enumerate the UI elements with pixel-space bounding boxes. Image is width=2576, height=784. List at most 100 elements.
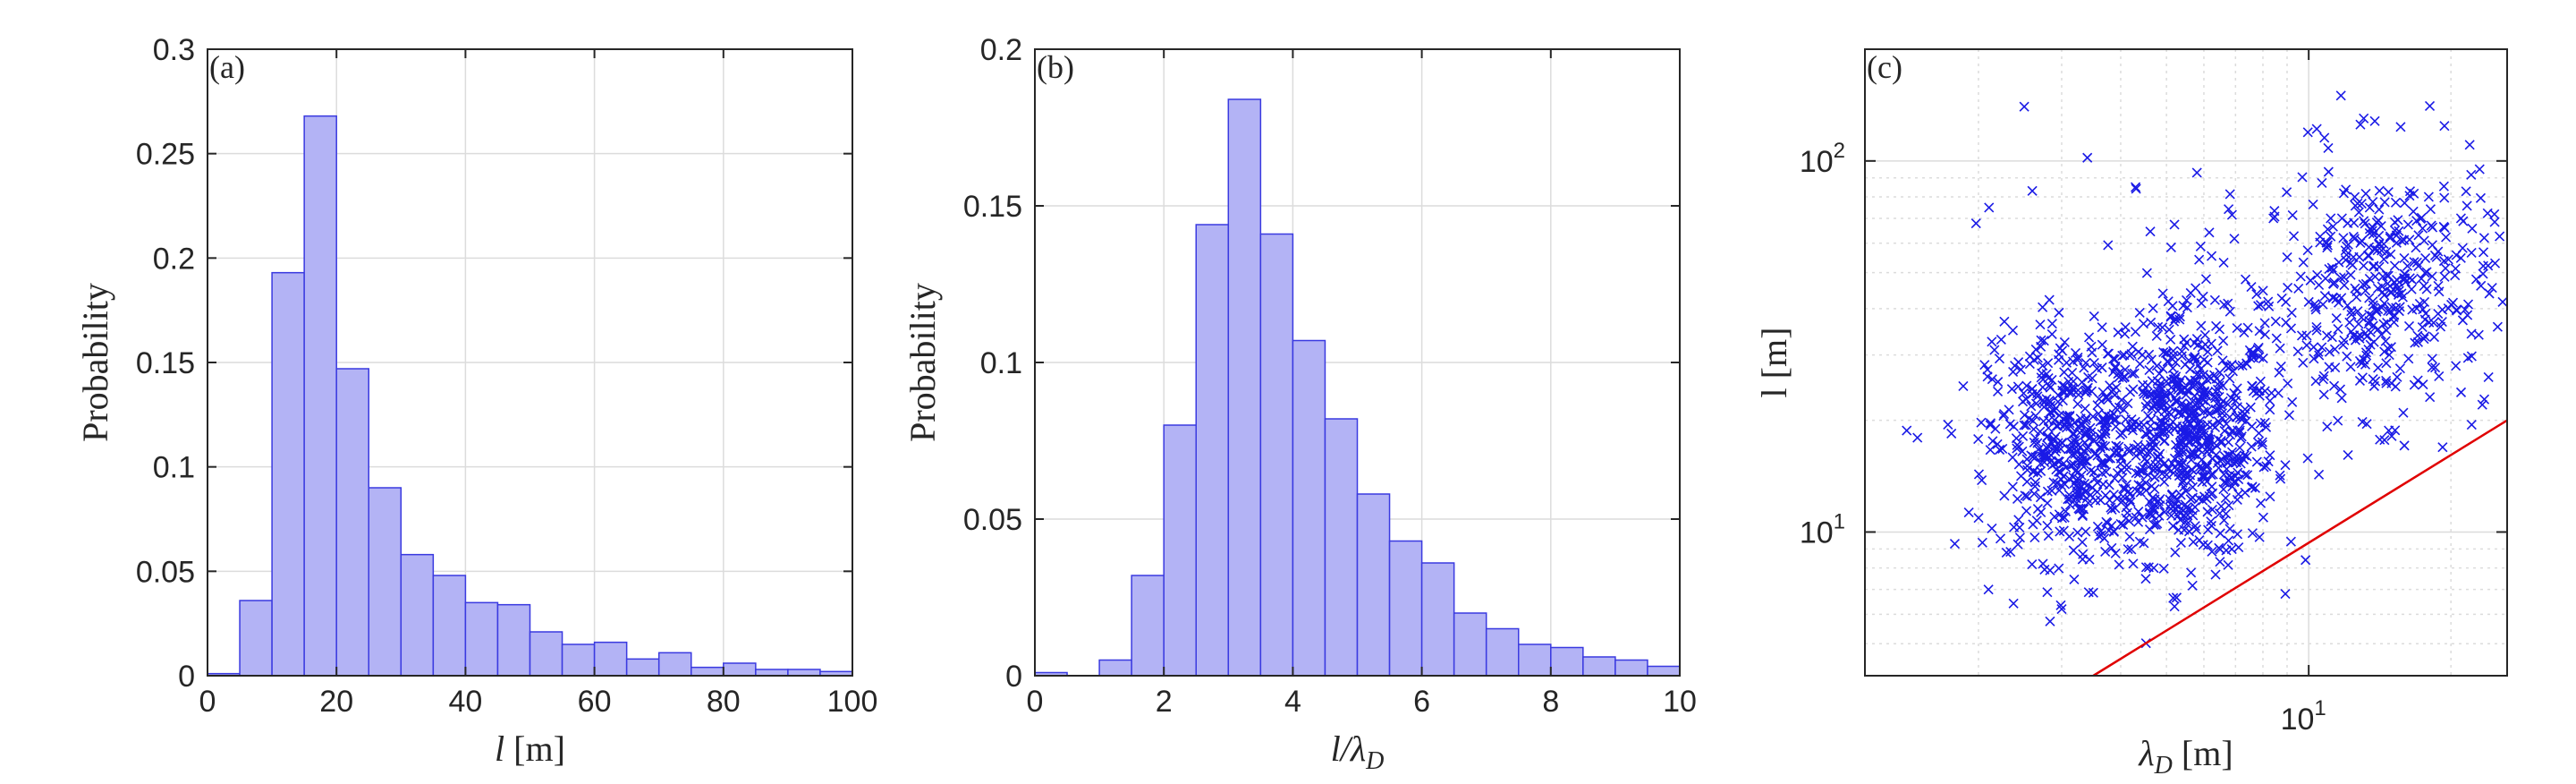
scatter-point <box>2015 471 2027 481</box>
scatter-point-stroke <box>2209 294 2220 305</box>
scatter-point-stroke <box>2035 492 2046 503</box>
scatter-point-stroke <box>2167 489 2178 499</box>
scatter-point <box>2159 476 2170 488</box>
scatter-point <box>2271 333 2282 344</box>
histogram-bar <box>335 368 370 677</box>
scatter-point <box>2028 451 2038 462</box>
scatter-point <box>2388 311 2399 322</box>
scatter-point <box>2099 533 2110 544</box>
scatter-point <box>2004 405 2014 415</box>
scatter-point-stroke <box>2345 269 2356 280</box>
scatter-point <box>2170 357 2181 368</box>
scatter-point <box>2181 516 2191 526</box>
scatter-point <box>2314 279 2325 291</box>
scatter-point <box>2259 318 2270 328</box>
histogram-bar <box>723 662 757 677</box>
histogram-bar <box>561 643 596 677</box>
scatter-point <box>2386 430 2397 441</box>
scatter-point-stroke <box>2083 587 2094 598</box>
scatter-point-stroke <box>2174 378 2185 388</box>
scatter-point <box>2065 444 2076 455</box>
scatter-point <box>2483 260 2494 271</box>
scatter-point <box>2196 455 2207 465</box>
scatter-point <box>2398 407 2409 418</box>
scatter-point <box>2462 200 2472 211</box>
y-tick-label: 0.1 <box>153 451 195 485</box>
scatter-point-stroke <box>2275 473 2286 484</box>
scatter-point-stroke <box>2226 426 2237 437</box>
scatter-point-stroke <box>2015 471 2027 481</box>
scatter-point-stroke <box>2234 442 2245 453</box>
scatter-point <box>2162 347 2173 358</box>
histogram-bar <box>657 652 692 677</box>
scatter-point <box>2223 457 2233 468</box>
scatter-point <box>2328 380 2340 391</box>
scatter-point <box>2234 425 2245 436</box>
scatter-point-stroke <box>2020 490 2030 501</box>
scatter-point-stroke <box>2177 385 2188 396</box>
scatter-point-stroke <box>2008 422 2019 432</box>
scatter-point-stroke <box>2329 344 2341 354</box>
scatter-point <box>1995 533 2006 544</box>
scatter-point <box>2381 358 2392 369</box>
scatter-point <box>2373 362 2384 373</box>
scatter-point <box>2369 271 2381 282</box>
scatter-point <box>2378 239 2389 250</box>
scatter-point-stroke <box>2378 239 2389 250</box>
scatter-point <box>2202 405 2213 416</box>
scatter-point <box>2157 420 2169 430</box>
scatter-point-stroke <box>1995 533 2006 544</box>
scatter-point-stroke <box>2386 302 2397 312</box>
scatter-point <box>2171 396 2182 407</box>
scatter-point-stroke <box>2165 311 2176 322</box>
scatter-point-stroke <box>2188 510 2199 521</box>
scatter-point <box>2068 376 2079 387</box>
scatter-point-stroke <box>1989 345 2000 355</box>
scatter-point <box>2350 200 2360 211</box>
scatter-point <box>2327 265 2338 276</box>
scatter-point <box>2129 443 2140 454</box>
scatter-point-stroke <box>2067 429 2078 439</box>
scatter-point <box>2190 521 2200 532</box>
scatter-point <box>2124 532 2135 542</box>
scatter-point <box>2265 396 2275 406</box>
scatter-point-stroke <box>2155 421 2165 431</box>
scatter-point <box>2005 547 2016 558</box>
scatter-point-stroke <box>2381 247 2392 258</box>
scatter-point <box>2018 430 2029 441</box>
scatter-point-stroke <box>2160 347 2171 358</box>
scatter-point <box>2215 557 2225 567</box>
scatter-point-stroke <box>2199 430 2209 440</box>
scatter-point-stroke <box>2055 343 2065 354</box>
scatter-point <box>2006 384 2017 395</box>
scatter-point-stroke <box>2064 499 2075 510</box>
scatter-point <box>2011 433 2021 444</box>
histogram-bar <box>1388 540 1423 677</box>
scatter-point-stroke <box>2218 257 2229 268</box>
scatter-point-stroke <box>1976 417 1987 428</box>
scatter-point <box>2309 342 2319 353</box>
scatter-point-stroke <box>2030 433 2041 444</box>
y-tick-label: 0.05 <box>136 555 195 589</box>
scatter-point-stroke <box>2140 478 2151 489</box>
scatter-point-stroke <box>2403 354 2414 364</box>
scatter-point-stroke <box>2419 296 2430 308</box>
scatter-point-stroke <box>2441 232 2452 243</box>
scatter-point-stroke <box>2092 450 2103 461</box>
scatter-point <box>2190 436 2201 447</box>
scatter-point <box>2251 289 2262 300</box>
scatter-point <box>2202 540 2213 550</box>
scatter-point-stroke <box>2217 355 2228 366</box>
scatter-point <box>2084 433 2095 444</box>
scatter-point-stroke <box>2095 495 2106 506</box>
scatter-point <box>2252 437 2263 447</box>
scatter-point-stroke <box>2181 486 2191 497</box>
scatter-point <box>2173 447 2184 457</box>
scatter-point-stroke <box>2399 234 2410 245</box>
scatter-point-stroke <box>2397 292 2408 303</box>
scatter-point <box>2072 498 2082 508</box>
scatter-point <box>2118 491 2129 502</box>
scatter-point-stroke <box>2123 398 2133 409</box>
scatter-point-stroke <box>2007 481 2018 492</box>
scatter-point-stroke <box>2439 271 2450 282</box>
